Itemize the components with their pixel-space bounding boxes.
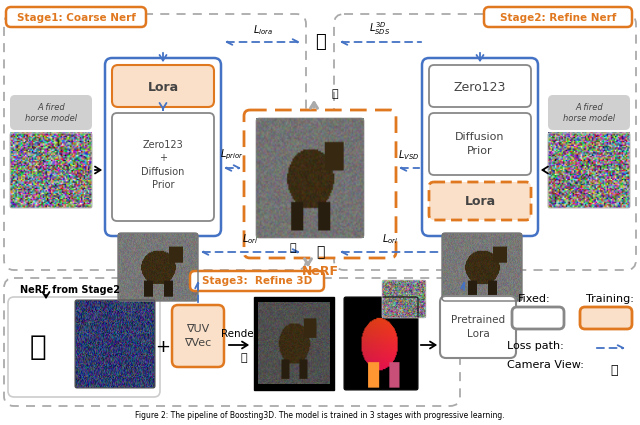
FancyBboxPatch shape: [334, 14, 636, 270]
Text: Stage1: Coarse Nerf: Stage1: Coarse Nerf: [17, 12, 136, 23]
FancyBboxPatch shape: [580, 307, 632, 329]
Text: 🐴: 🐴: [315, 33, 325, 51]
FancyBboxPatch shape: [244, 110, 396, 258]
FancyBboxPatch shape: [429, 65, 531, 107]
Text: Loss path:: Loss path:: [507, 341, 564, 351]
Text: A fired
horse model: A fired horse model: [25, 103, 77, 123]
FancyBboxPatch shape: [429, 182, 531, 220]
Text: 🔒: 🔒: [290, 243, 296, 253]
Text: Fixed:: Fixed:: [518, 294, 550, 304]
FancyBboxPatch shape: [6, 7, 146, 27]
FancyBboxPatch shape: [440, 296, 516, 358]
Text: 🐴: 🐴: [29, 333, 46, 361]
FancyBboxPatch shape: [10, 95, 92, 130]
Text: $L_{lora}$: $L_{lora}$: [253, 23, 273, 37]
FancyBboxPatch shape: [512, 307, 564, 329]
FancyBboxPatch shape: [4, 278, 460, 406]
Text: Render: Render: [221, 329, 257, 339]
Text: Diffusion
Prior: Diffusion Prior: [455, 133, 505, 156]
FancyBboxPatch shape: [429, 113, 531, 175]
FancyBboxPatch shape: [8, 297, 160, 397]
Text: $L_{VSD}$: $L_{VSD}$: [398, 148, 420, 162]
FancyBboxPatch shape: [422, 58, 538, 236]
FancyBboxPatch shape: [190, 271, 324, 291]
Text: Stage2: Refine Nerf: Stage2: Refine Nerf: [500, 12, 616, 23]
Text: 🔒: 🔒: [332, 89, 339, 99]
Text: Camera View:: Camera View:: [507, 360, 584, 370]
Text: Lora: Lora: [147, 80, 179, 94]
FancyBboxPatch shape: [112, 65, 214, 107]
Text: 🐴: 🐴: [29, 333, 46, 361]
Text: Pretrained
Lora: Pretrained Lora: [451, 315, 505, 339]
Text: Stage3:  Refine 3D: Stage3: Refine 3D: [202, 277, 312, 286]
Text: +: +: [156, 338, 170, 356]
Text: NeRF from Stage2: NeRF from Stage2: [20, 285, 120, 295]
FancyBboxPatch shape: [484, 7, 632, 27]
Text: $L^{3D}_{SDS}$: $L^{3D}_{SDS}$: [369, 20, 390, 37]
FancyBboxPatch shape: [4, 14, 306, 270]
Text: Zero123
+
Diffusion
Prior: Zero123 + Diffusion Prior: [141, 140, 185, 190]
Text: $L_{ori}$: $L_{ori}$: [242, 232, 258, 246]
Text: 🐴: 🐴: [316, 245, 324, 259]
Text: Zero123: Zero123: [454, 80, 506, 94]
Text: A fired
horse model: A fired horse model: [563, 103, 615, 123]
FancyBboxPatch shape: [548, 95, 630, 130]
Text: Training:: Training:: [586, 294, 634, 304]
Text: $L_{prior}$: $L_{prior}$: [220, 147, 244, 162]
Text: $L_{ori}$: $L_{ori}$: [382, 232, 398, 246]
Text: ∇UV
∇Vec: ∇UV ∇Vec: [184, 323, 212, 348]
Text: Figure 2: The pipeline of Boosting3D. The model is trained in 3 stages with prog: Figure 2: The pipeline of Boosting3D. Th…: [135, 411, 505, 420]
Text: 🔒: 🔒: [241, 353, 247, 363]
Text: NeRF: NeRF: [301, 265, 339, 278]
FancyBboxPatch shape: [112, 113, 214, 221]
FancyBboxPatch shape: [105, 58, 221, 236]
Text: Lora: Lora: [465, 195, 495, 207]
Bar: [254, 297, 334, 390]
FancyBboxPatch shape: [172, 305, 224, 367]
Text: 🔒: 🔒: [611, 363, 618, 377]
